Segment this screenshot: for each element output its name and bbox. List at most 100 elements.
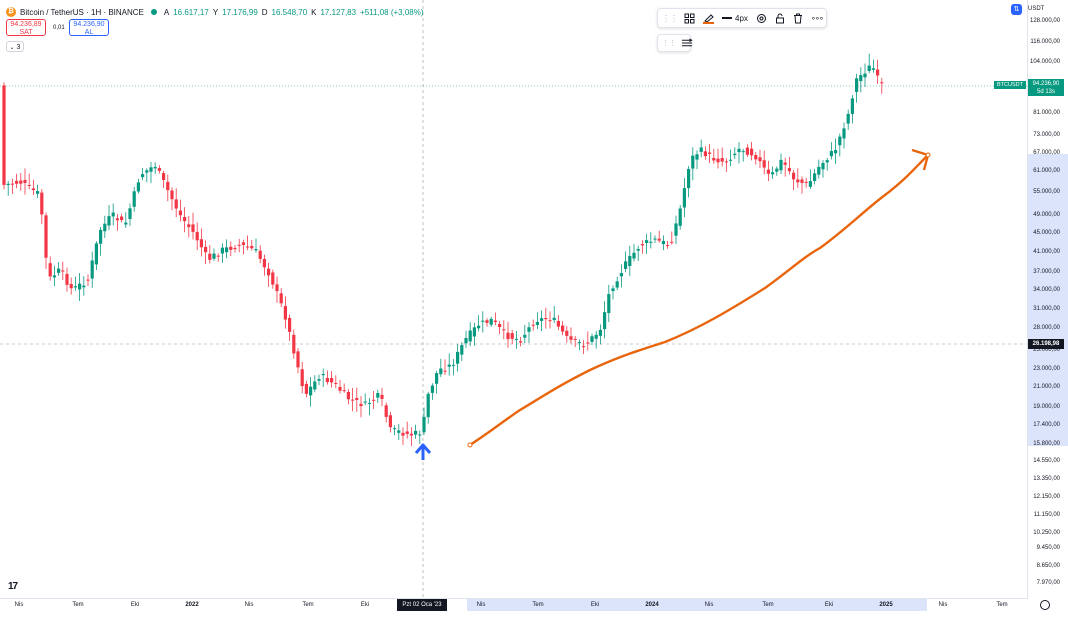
candle-body xyxy=(250,245,254,249)
candle-body xyxy=(733,153,737,156)
candle-body xyxy=(460,345,464,355)
candle-body xyxy=(468,330,472,342)
sell-button[interactable]: 94.236,89 SAT xyxy=(6,19,46,36)
indicators-toggle[interactable]: ⌄ 3 xyxy=(6,41,24,52)
candle-body xyxy=(195,231,199,241)
chart-settings-icon[interactable] xyxy=(1040,600,1050,610)
time-axis-label: Tem xyxy=(302,602,314,608)
drag-handle-icon[interactable]: ⋮⋮ xyxy=(662,13,678,23)
candle-body xyxy=(36,191,40,194)
candle-body xyxy=(304,383,308,394)
candle-body xyxy=(750,148,754,156)
candle-body xyxy=(86,279,90,281)
currency-icon[interactable]: ⇅ xyxy=(1011,4,1022,15)
candle-body xyxy=(598,329,602,336)
candle-body xyxy=(703,151,707,157)
settings-icon[interactable] xyxy=(756,12,767,24)
candle-body xyxy=(456,351,460,364)
sell-label: SAT xyxy=(19,29,33,36)
time-axis-label: Eki xyxy=(590,602,600,608)
currency-label[interactable]: USDT xyxy=(1028,6,1045,12)
candle-body xyxy=(351,399,355,401)
close-label: K xyxy=(311,7,317,17)
price-axis-label: 14.550,00 xyxy=(1033,458,1060,464)
candle-body xyxy=(573,338,577,340)
template-icon[interactable] xyxy=(684,12,695,24)
crosshair-price-tag: 26.198,98 xyxy=(1028,339,1064,349)
price-axis-label: 23.000,00 xyxy=(1033,366,1060,372)
pencil-color-icon[interactable] xyxy=(703,12,714,24)
candle-body xyxy=(850,98,854,114)
candle-body xyxy=(220,247,224,254)
symbol-header: ₿ Bitcoin / TetherUS · 1H · BINANCE A 16.… xyxy=(6,5,424,19)
candle-body xyxy=(535,322,539,326)
price-axis-label: 10.250,00 xyxy=(1033,530,1060,536)
time-axis-label: 2022 xyxy=(185,602,199,608)
candle-body xyxy=(855,78,859,92)
candle-body xyxy=(418,434,422,436)
candle-body xyxy=(241,242,245,245)
candle-body xyxy=(695,154,699,160)
candle-body xyxy=(590,336,594,342)
drag-handle-icon[interactable]: ⋮⋮ xyxy=(662,40,676,47)
buy-button[interactable]: 94.236,90 AL xyxy=(69,19,109,36)
candle-body xyxy=(594,334,598,339)
object-tree-icon[interactable] xyxy=(681,37,693,49)
candle-body xyxy=(225,247,229,253)
candle-body xyxy=(523,334,527,338)
candle-body xyxy=(666,245,670,247)
candle-body xyxy=(485,320,489,323)
candle-body xyxy=(300,369,304,387)
candle-body xyxy=(871,68,875,70)
candle-body xyxy=(628,255,632,267)
candle-body xyxy=(254,249,258,251)
candle-body xyxy=(754,155,758,160)
candle-body xyxy=(540,318,544,321)
candle-body xyxy=(510,333,514,339)
candle-body xyxy=(388,415,392,428)
candle-body xyxy=(275,284,279,292)
crosshair-date-tag: Pzt 02 Oca '23 xyxy=(397,599,447,611)
trash-icon[interactable] xyxy=(793,12,803,24)
candle-body xyxy=(44,215,48,258)
candle-body xyxy=(82,285,86,288)
candle-body xyxy=(31,188,35,191)
candle-body xyxy=(880,82,884,84)
candle-body xyxy=(430,385,434,393)
candle-body xyxy=(6,183,10,186)
candle-body xyxy=(762,160,766,168)
candle-body xyxy=(741,151,745,153)
candle-body xyxy=(342,390,346,392)
candle-body xyxy=(804,181,808,183)
more-options-icon[interactable]: ∘∘∘ xyxy=(810,13,824,23)
candle-body xyxy=(136,182,140,192)
candle-body xyxy=(216,255,220,257)
candle-body xyxy=(141,174,145,178)
candle-body xyxy=(661,240,665,245)
lock-icon[interactable] xyxy=(775,12,785,24)
line-width-button[interactable]: 4px xyxy=(722,14,748,23)
candle-body xyxy=(330,378,334,383)
buy-price: 94.236,90 xyxy=(73,21,105,28)
price-axis-label: 13.350,00 xyxy=(1033,476,1060,482)
candle-body xyxy=(766,169,770,174)
candle-body xyxy=(506,332,510,340)
candle-body xyxy=(531,324,535,326)
price-axis-label: 11.150,00 xyxy=(1033,512,1060,518)
candle-body xyxy=(724,161,728,163)
tradingview-logo-icon[interactable]: 17 xyxy=(8,581,18,592)
candle-body xyxy=(57,268,61,273)
price-axis-label: 61.000,00 xyxy=(1033,168,1060,174)
candle-body xyxy=(90,260,94,279)
candle-body xyxy=(859,75,863,82)
candle-body xyxy=(779,159,783,171)
candle-body xyxy=(283,306,287,320)
candle-body xyxy=(317,379,321,381)
price-chart[interactable] xyxy=(0,0,1027,598)
candle-body xyxy=(867,65,871,72)
price-axis-label: 37.000,00 xyxy=(1033,269,1060,275)
candle-body xyxy=(384,405,388,417)
candle-body xyxy=(838,136,842,146)
symbol-title[interactable]: Bitcoin / TetherUS · 1H · BINANCE xyxy=(20,7,144,17)
price-axis-label: 15.800,00 xyxy=(1033,441,1060,447)
